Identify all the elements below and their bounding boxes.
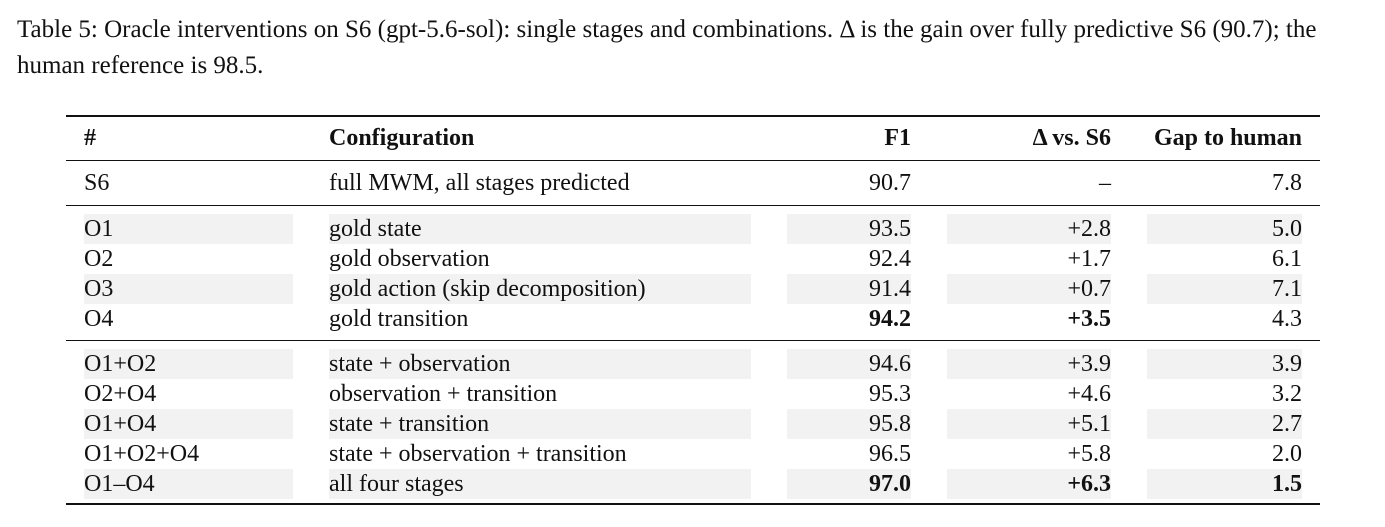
cell-id: O1+O2 — [66, 341, 311, 379]
cell-delta: +2.8 — [929, 206, 1129, 244]
table-row: O1 gold state 93.5 +2.8 5.0 — [66, 206, 1320, 244]
cell-gap: 2.7 — [1129, 409, 1320, 439]
cell-id: O3 — [66, 274, 311, 304]
table-row: O1+O2+O4 state + observation + transitio… — [66, 439, 1320, 469]
cell-configuration: state + observation + transition — [329, 441, 627, 467]
cell-f1: 95.3 — [869, 381, 911, 407]
cell-gap: 2.0 — [1272, 441, 1302, 467]
cell-configuration: full MWM, all stages predicted — [311, 160, 769, 206]
cell-configuration: gold state — [311, 206, 769, 244]
cell-id: O2+O4 — [84, 381, 157, 407]
cell-f1: 94.6 — [769, 341, 929, 379]
cell-f1: 91.4 — [769, 274, 929, 304]
cell-f1: 93.5 — [769, 206, 929, 244]
cell-delta: +0.7 — [929, 274, 1129, 304]
table-row: O1–O4 all four stages 97.0 +6.3 1.5 — [66, 469, 1320, 505]
cell-id: O1+O2+O4 — [84, 441, 200, 467]
cell-f1: 92.4 — [869, 246, 911, 272]
cell-gap: 3.2 — [1272, 381, 1302, 407]
cell-f1: 97.0 — [769, 469, 929, 505]
cell-gap: 1.5 — [1129, 469, 1320, 505]
header-configuration: Configuration — [311, 115, 769, 161]
cell-id: O1+O4 — [66, 409, 311, 439]
cell-configuration: observation + transition — [329, 381, 558, 407]
cell-gap: 5.0 — [1129, 206, 1320, 244]
table-row: O2+O4 observation + transition 95.3 +4.6… — [66, 379, 1320, 409]
cell-configuration: all four stages — [311, 469, 769, 505]
cell-gap: 3.9 — [1129, 341, 1320, 379]
cell-configuration: gold transition — [311, 304, 769, 341]
cell-delta: +3.5 — [929, 304, 1129, 341]
cell-delta: +5.1 — [929, 409, 1129, 439]
cell-configuration: gold action (skip decomposition) — [311, 274, 769, 304]
cell-id: O4 — [66, 304, 311, 341]
oracle-interventions-table: # Configuration F1 Δ vs. S6 Gap to human… — [66, 115, 1320, 505]
table-row: O2 gold observation 92.4 +1.7 6.1 — [66, 244, 1320, 274]
header-f1: F1 — [769, 115, 929, 161]
table-row: O1+O2 state + observation 94.6 +3.9 3.9 — [66, 341, 1320, 379]
cell-delta: +3.9 — [929, 341, 1129, 379]
cell-configuration: state + transition — [311, 409, 769, 439]
header-delta: Δ vs. S6 — [929, 115, 1129, 161]
cell-id: O2 — [84, 246, 114, 272]
cell-delta: +4.6 — [1067, 381, 1111, 407]
cell-delta: – — [929, 160, 1129, 206]
header-id: # — [66, 115, 311, 161]
cell-gap: 4.3 — [1129, 304, 1320, 341]
cell-delta: +5.8 — [1067, 441, 1111, 467]
cell-id: O1–O4 — [66, 469, 311, 505]
cell-configuration: state + observation — [311, 341, 769, 379]
cell-f1: 95.8 — [769, 409, 929, 439]
table-row: O1+O4 state + transition 95.8 +5.1 2.7 — [66, 409, 1320, 439]
cell-gap: 7.1 — [1129, 274, 1320, 304]
cell-delta: +6.3 — [929, 469, 1129, 505]
table-caption: Table 5: Oracle interventions on S6 (gpt… — [17, 16, 1317, 79]
cell-f1: 90.7 — [769, 160, 929, 206]
cell-f1: 96.5 — [869, 441, 911, 467]
cell-id: O1 — [66, 206, 311, 244]
cell-delta: +1.7 — [1067, 246, 1111, 272]
table-row: O4 gold transition 94.2 +3.5 4.3 — [66, 304, 1320, 341]
results-table-container: # Configuration F1 Δ vs. S6 Gap to human… — [66, 115, 1320, 505]
table-header-row: # Configuration F1 Δ vs. S6 Gap to human — [66, 115, 1320, 161]
cell-id: S6 — [66, 160, 311, 206]
cell-gap: 6.1 — [1272, 246, 1302, 272]
cell-configuration: gold observation — [329, 246, 490, 272]
table-row-baseline: S6 full MWM, all stages predicted 90.7 –… — [66, 160, 1320, 206]
table-row: O3 gold action (skip decomposition) 91.4… — [66, 274, 1320, 304]
cell-f1: 94.2 — [769, 304, 929, 341]
cell-gap: 7.8 — [1129, 160, 1320, 206]
header-gap-to-human: Gap to human — [1129, 115, 1320, 161]
